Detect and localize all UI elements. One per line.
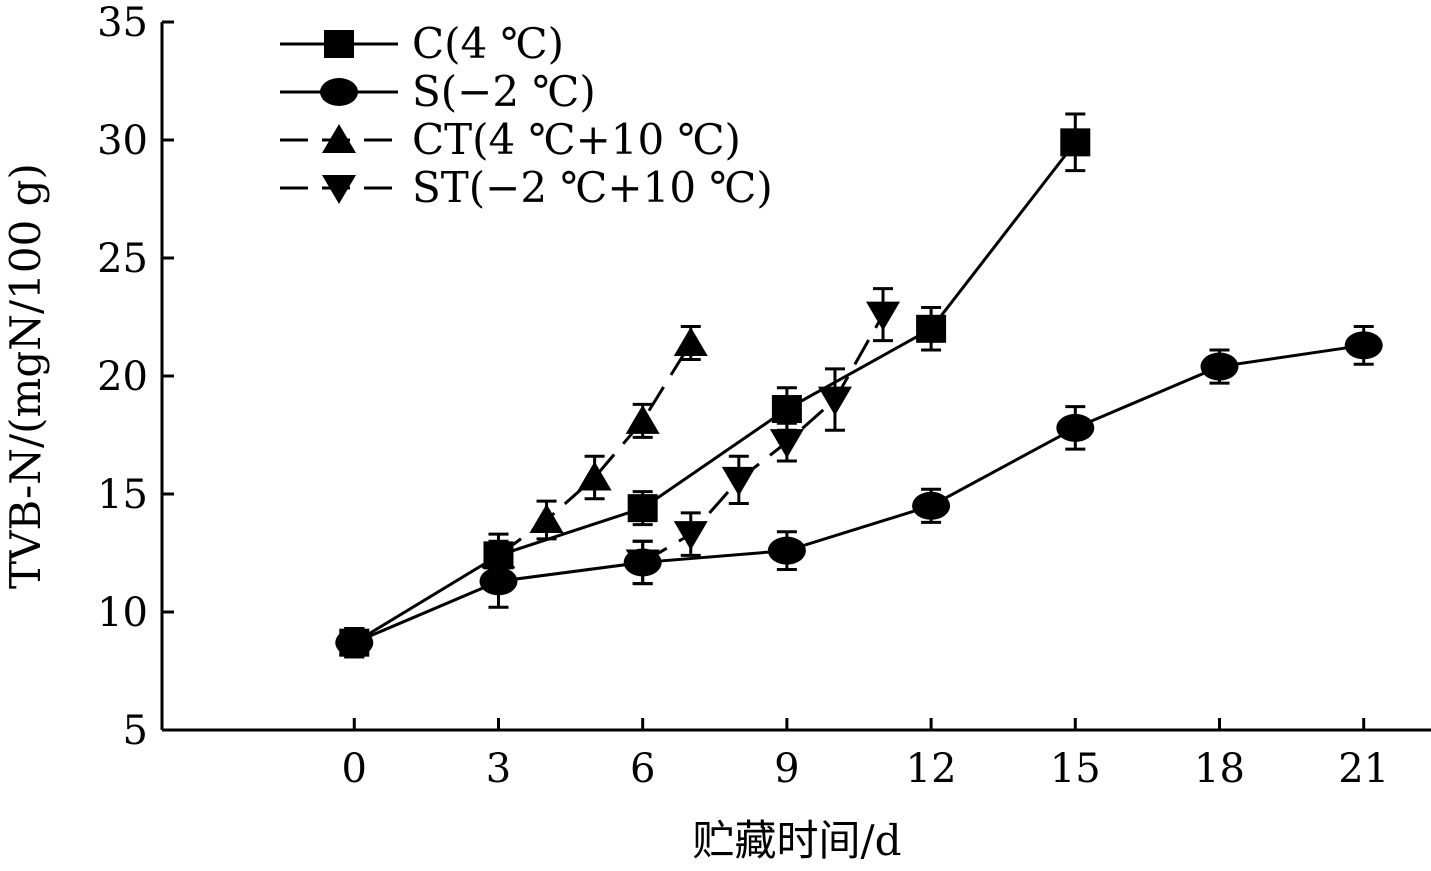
data-point — [1060, 128, 1091, 157]
data-point — [866, 301, 901, 331]
y-tick-label: 15 — [97, 472, 148, 518]
legend-marker — [322, 124, 356, 153]
y-tick-label: 30 — [97, 118, 148, 164]
series-3 — [625, 287, 901, 586]
series-line — [353, 343, 1364, 645]
series-line — [641, 313, 885, 564]
x-tick-label: 6 — [630, 746, 655, 792]
x-axis-label: 贮藏时间/d — [692, 816, 901, 865]
axes: 0 3 6 9 12 15 18 21 5 10 15 20 25 30 35 — [97, 0, 1431, 792]
data-point — [673, 521, 708, 551]
series-layer — [335, 112, 1383, 659]
data-point — [577, 461, 612, 491]
data-point — [673, 326, 708, 356]
legend-entry-3: ST(−2 ℃+10 ℃) — [280, 163, 773, 212]
legend-marker — [324, 30, 354, 58]
legend-label: CT(4 ℃+10 ℃) — [412, 115, 741, 164]
data-point — [479, 567, 518, 596]
x-tick-label: 12 — [906, 746, 957, 792]
y-tick-label: 25 — [97, 236, 148, 282]
legend-marker — [320, 78, 358, 106]
data-point — [529, 503, 564, 533]
data-point — [481, 539, 516, 569]
data-point — [817, 386, 852, 416]
legend-entry-1: S(−2 ℃) — [280, 67, 596, 116]
x-tick-label: 9 — [774, 746, 799, 792]
data-point — [625, 404, 660, 434]
series-1 — [335, 324, 1383, 659]
data-point — [916, 314, 947, 343]
y-tick-label: 5 — [123, 708, 148, 754]
y-axis-label: TVB-N/(mgN/100 g) — [1, 163, 50, 589]
legend-label: S(−2 ℃) — [412, 67, 596, 116]
x-tick-label: 21 — [1338, 746, 1389, 792]
x-tick-label: 0 — [342, 746, 367, 792]
legend-marker — [322, 175, 356, 204]
x-tick-label: 18 — [1194, 746, 1245, 792]
series-line — [497, 342, 693, 557]
y-tick-label: 35 — [97, 0, 148, 46]
series-line — [353, 141, 1077, 644]
data-point — [1344, 331, 1383, 360]
x-tick-label: 3 — [486, 746, 511, 792]
data-point — [1056, 413, 1095, 442]
data-point — [625, 549, 660, 579]
data-point — [769, 429, 804, 459]
data-point — [912, 491, 951, 520]
series-2 — [481, 324, 708, 572]
data-point — [771, 395, 802, 424]
y-tick-label: 20 — [97, 354, 148, 400]
legend-label: C(4 ℃) — [412, 19, 564, 68]
legend-entry-2: CT(4 ℃+10 ℃) — [280, 115, 741, 164]
legend-label: ST(−2 ℃+10 ℃) — [412, 163, 773, 212]
data-point — [721, 466, 756, 496]
y-tick-label: 10 — [97, 590, 148, 636]
data-point — [1200, 352, 1239, 381]
legend: C(4 ℃)S(−2 ℃)CT(4 ℃+10 ℃)ST(−2 ℃+10 ℃) — [280, 19, 773, 212]
data-point — [627, 494, 658, 523]
data-point — [767, 536, 806, 565]
data-point — [335, 628, 374, 657]
legend-entry-0: C(4 ℃) — [280, 19, 564, 68]
x-tick-label: 15 — [1050, 746, 1101, 792]
